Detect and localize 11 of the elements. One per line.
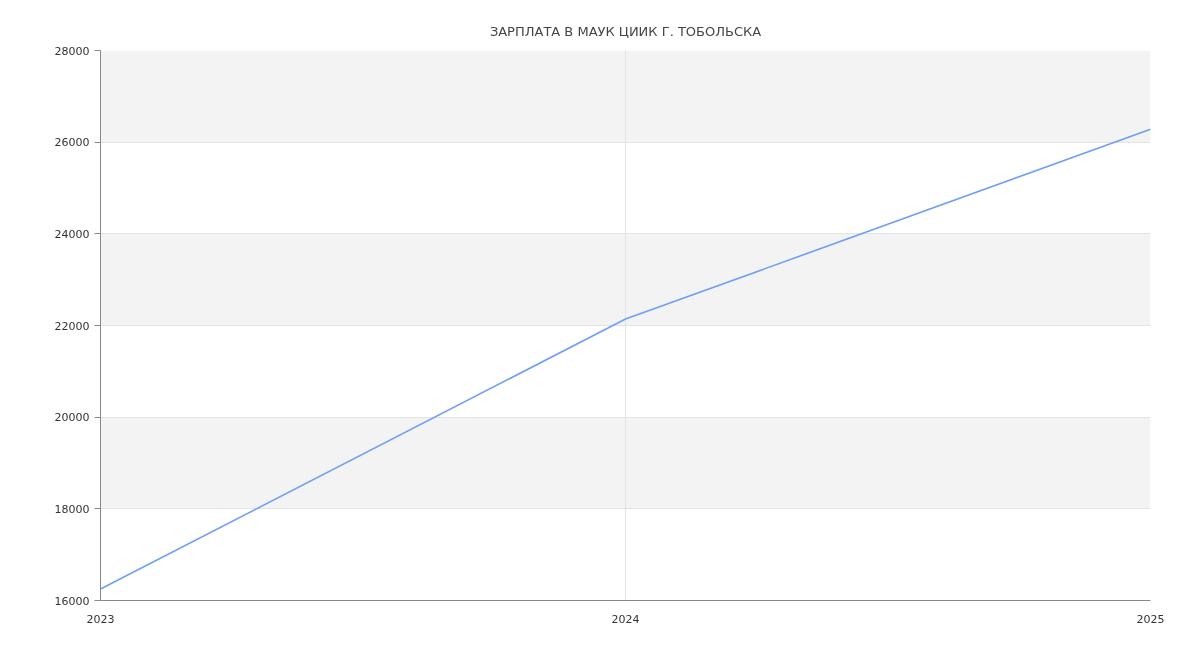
x-tick-label: 2023	[86, 612, 115, 626]
y-tick-label: 24000	[54, 227, 90, 241]
y-tick-label: 22000	[54, 319, 90, 333]
x-tick-label: 2025	[1136, 612, 1165, 626]
y-tick-label: 18000	[54, 502, 90, 516]
y-tick-label: 16000	[54, 594, 90, 608]
chart-title: ЗАРПЛАТА В МАУК ЦИИК Г. ТОБОЛЬСКА	[489, 23, 762, 39]
y-tick-label: 26000	[54, 136, 90, 150]
y-tick-label: 28000	[54, 44, 90, 58]
y-tick-label: 20000	[54, 411, 90, 425]
x-tick-label: 2024	[611, 612, 640, 626]
